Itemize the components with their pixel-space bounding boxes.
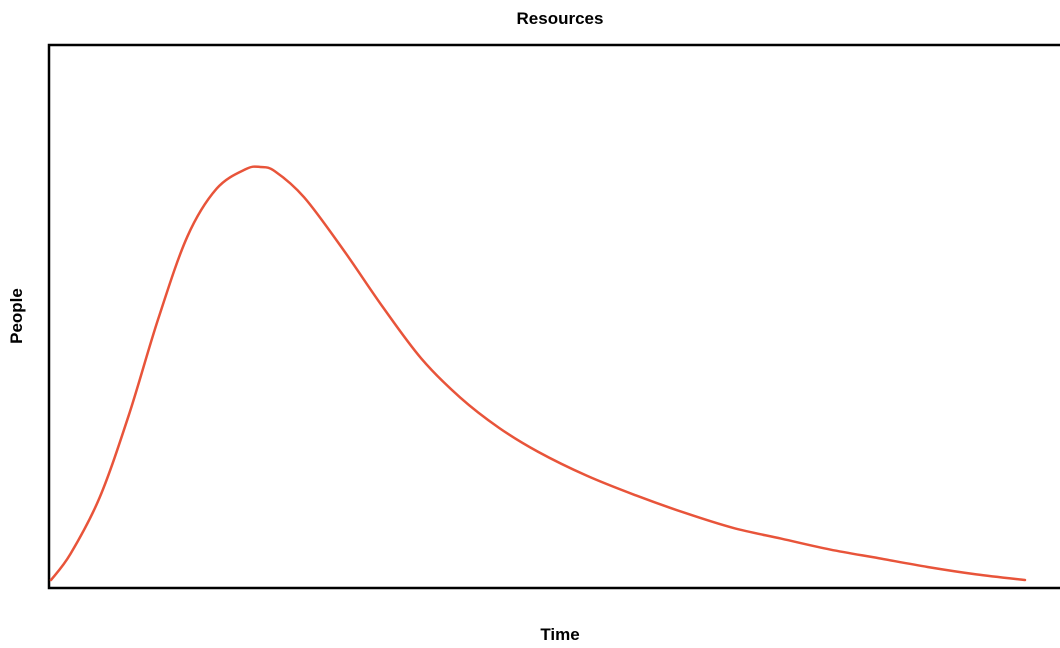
x-axis-label: Time: [540, 625, 579, 644]
y-axis-label: People: [7, 288, 26, 344]
series-line-0: [49, 165, 1027, 582]
chart-title: Resources: [517, 9, 604, 28]
plot-frame: [47, 43, 1060, 590]
series-layer: [49, 165, 1027, 582]
